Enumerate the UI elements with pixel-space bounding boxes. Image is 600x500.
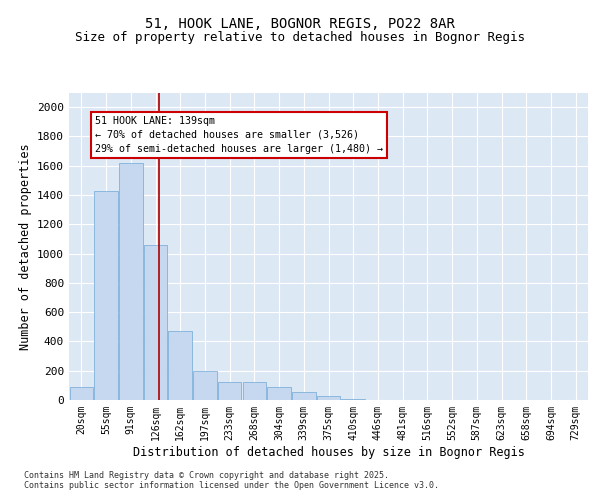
Bar [268, 387, 291, 400]
Bar [94, 190, 118, 400]
Bar [144, 245, 167, 400]
Bar [119, 163, 143, 400]
Bar [292, 392, 316, 400]
Text: Size of property relative to detached houses in Bognor Regis: Size of property relative to detached ho… [75, 30, 525, 44]
Text: Contains public sector information licensed under the Open Government Licence v3: Contains public sector information licen… [24, 482, 439, 490]
Text: 51 HOOK LANE: 139sqm
← 70% of detached houses are smaller (3,526)
29% of semi-de: 51 HOOK LANE: 139sqm ← 70% of detached h… [95, 116, 383, 154]
Bar [341, 398, 365, 400]
X-axis label: Distribution of detached houses by size in Bognor Regis: Distribution of detached houses by size … [133, 446, 524, 458]
Text: Contains HM Land Registry data © Crown copyright and database right 2025.: Contains HM Land Registry data © Crown c… [24, 472, 389, 480]
Bar [218, 382, 241, 400]
Bar [169, 331, 192, 400]
Bar [70, 387, 93, 400]
Y-axis label: Number of detached properties: Number of detached properties [19, 143, 32, 350]
Bar [193, 370, 217, 400]
Bar [317, 396, 340, 400]
Bar [242, 382, 266, 400]
Text: 51, HOOK LANE, BOGNOR REGIS, PO22 8AR: 51, HOOK LANE, BOGNOR REGIS, PO22 8AR [145, 17, 455, 31]
